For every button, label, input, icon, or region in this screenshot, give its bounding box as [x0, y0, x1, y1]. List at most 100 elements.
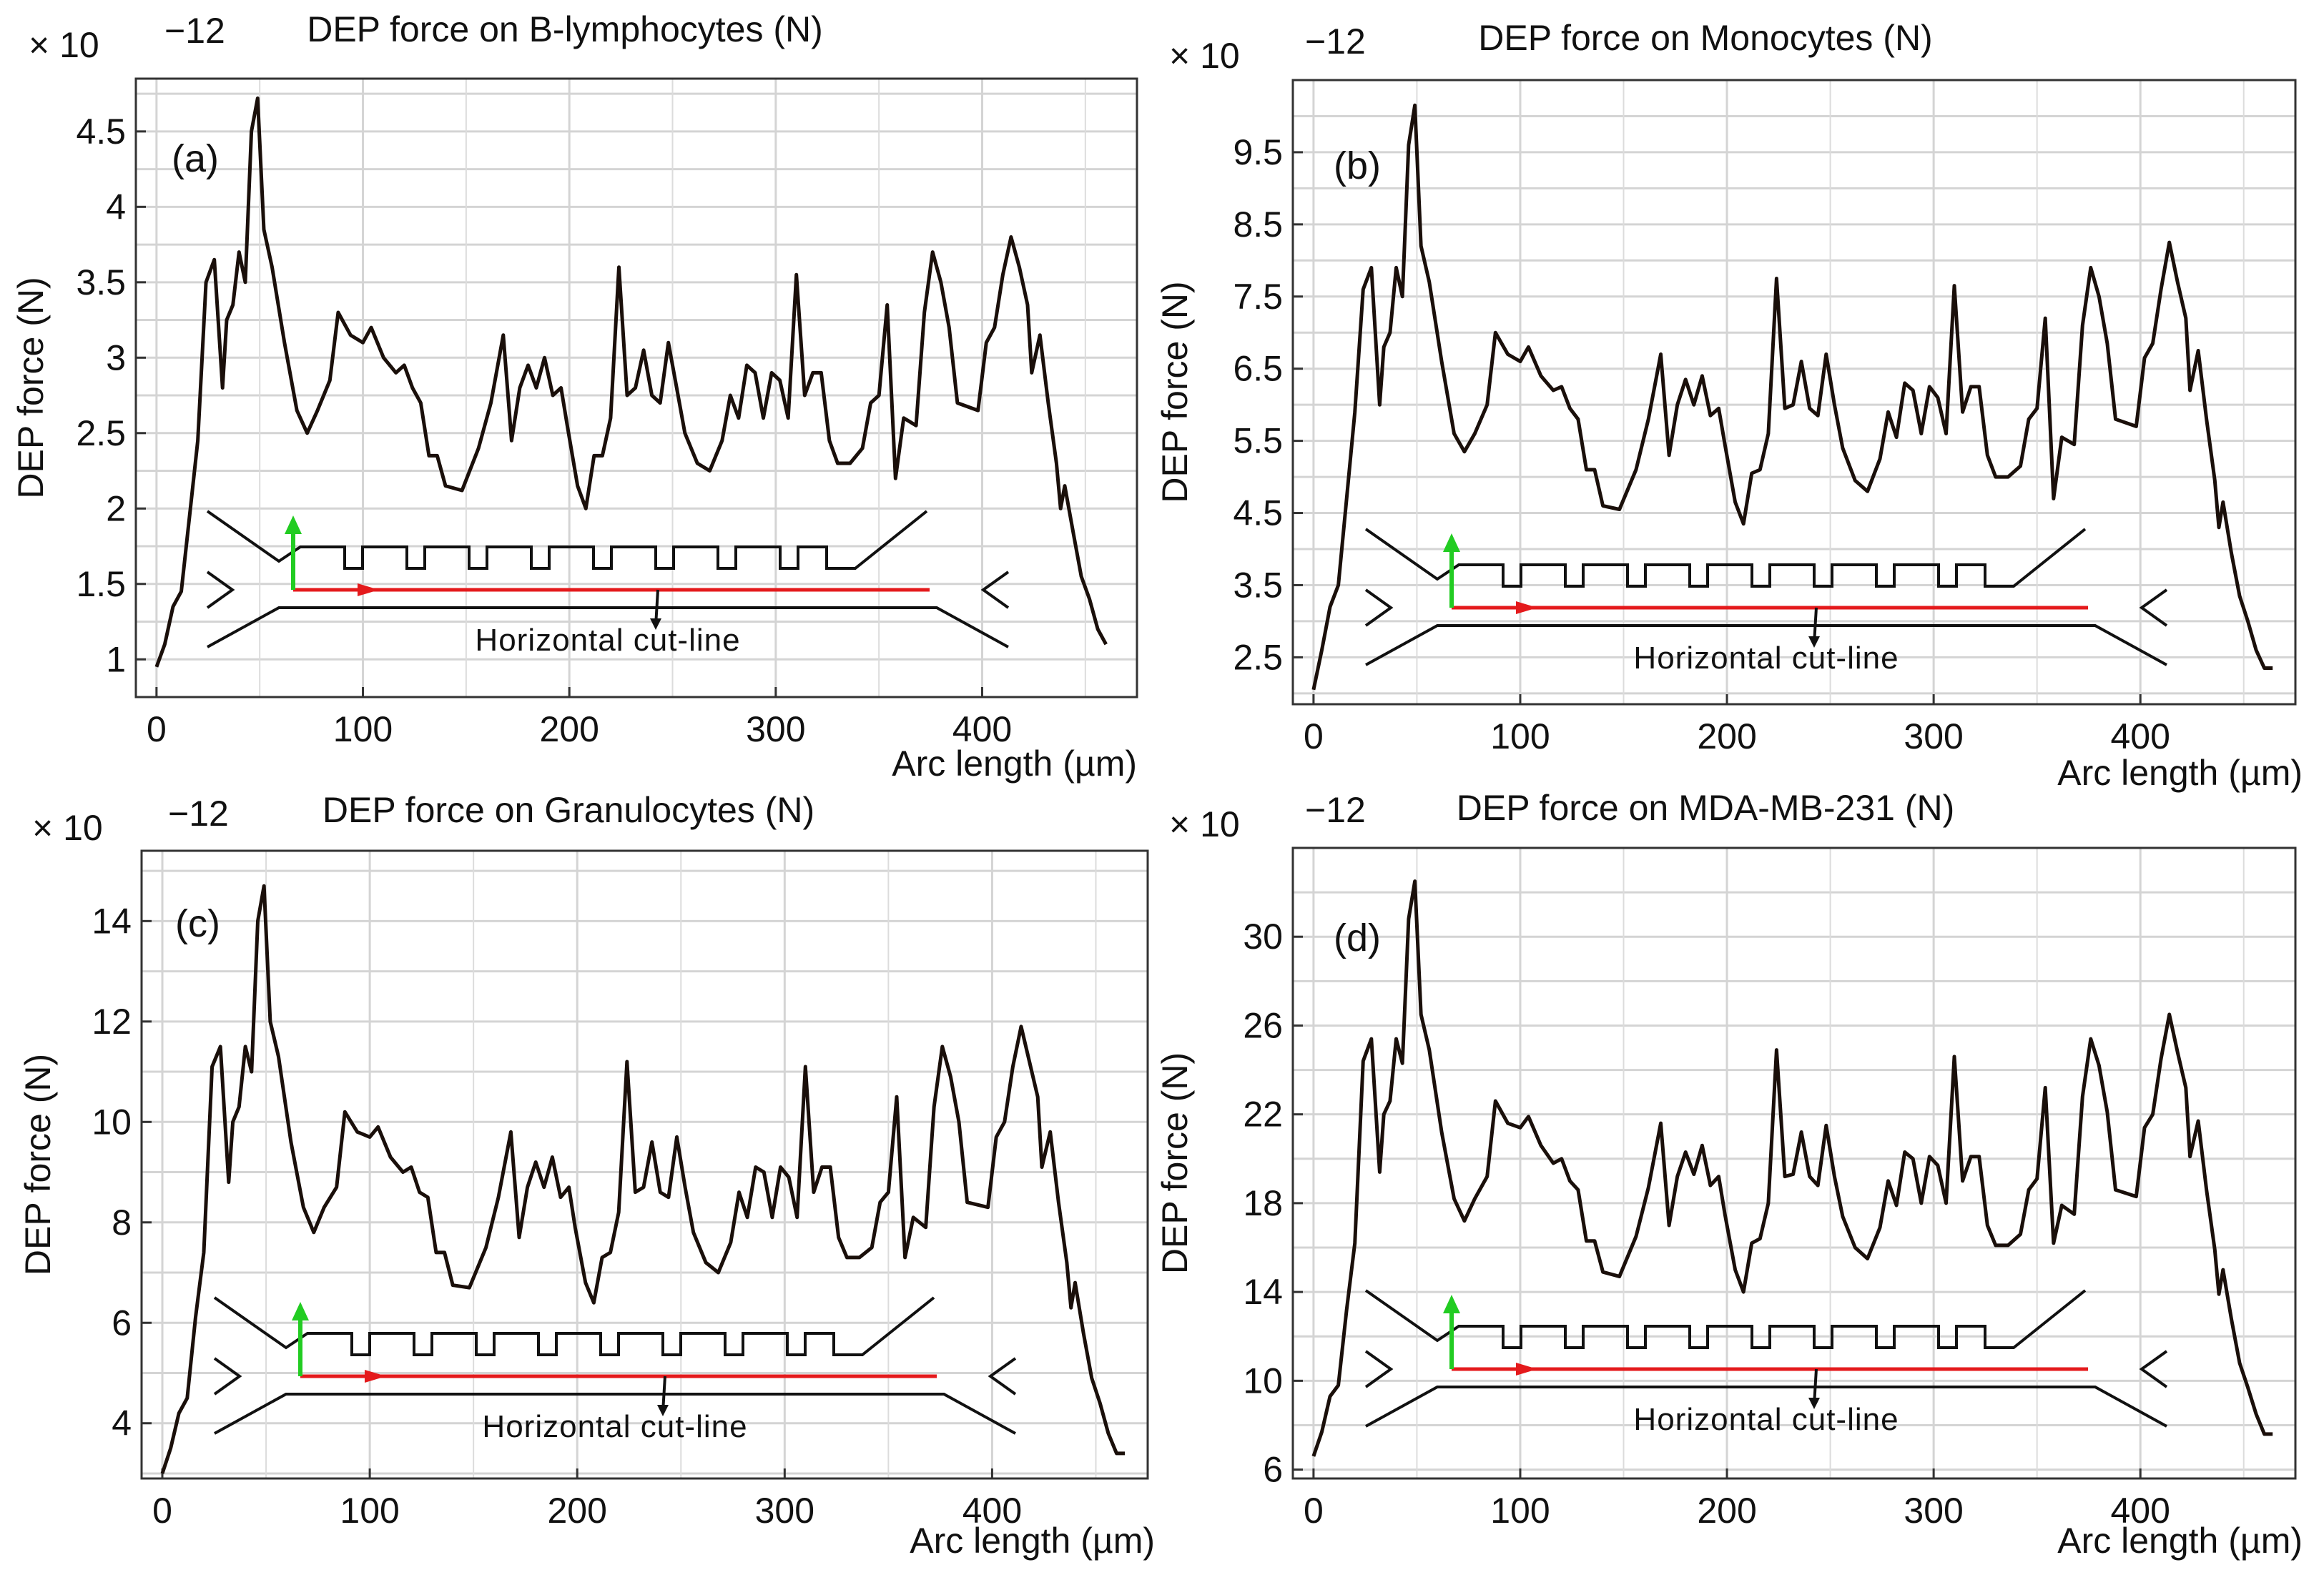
- inlet-chevron: [213, 1357, 242, 1396]
- outlet-chevron: [2139, 588, 2168, 627]
- x-tick-label: 300: [1904, 716, 1963, 756]
- y-axis-label-b: DEP force (N): [1155, 281, 1195, 503]
- x-tick-label: 300: [1904, 1491, 1963, 1531]
- chart-title-d: DEP force on MDA-MB-231 (N): [1457, 788, 1954, 828]
- y-tick-label: 4: [112, 1403, 132, 1443]
- y-tick-label: 7.5: [1233, 277, 1283, 317]
- multiplier-exponent-c: −12: [168, 794, 229, 834]
- cut-line-arrowhead: [358, 583, 379, 596]
- pointer-arrowhead: [657, 1405, 669, 1416]
- cut-line-label: Horizontal cut-line: [1633, 1402, 1899, 1437]
- outlet-chevron: [988, 1357, 1017, 1396]
- channel-bottom-wall: [207, 606, 1009, 648]
- electrode-top: [206, 510, 928, 570]
- x-tick-label: 0: [152, 1491, 172, 1531]
- outlet-chevron: [980, 571, 1010, 609]
- vertical-axis-arrowhead: [285, 515, 302, 534]
- y-tick-label: 3.5: [1233, 565, 1283, 605]
- inlet-chevron: [1364, 1350, 1394, 1388]
- series-line-c: [160, 884, 1126, 1474]
- vertical-axis-arrowhead: [1443, 1295, 1460, 1313]
- pointer-arrowhead: [1808, 1398, 1820, 1409]
- plot-frame-a: [134, 77, 1138, 698]
- x-axis-label-c: Arc length (µm): [910, 1521, 1155, 1561]
- cut-line-arrowhead: [365, 1370, 386, 1383]
- panel-label-b: (b): [1334, 144, 1381, 187]
- cut-line-label: Horizontal cut-line: [475, 623, 740, 658]
- x-tick-label: 100: [1490, 1491, 1550, 1531]
- x-tick-label: 200: [539, 709, 599, 749]
- chart-title-b: DEP force on Monocytes (N): [1478, 18, 1932, 58]
- x-axis-label-a: Arc length (µm): [892, 744, 1137, 784]
- grid-b: [1293, 80, 2295, 704]
- panel-c: 4 6 8 10 12 14 0 100 200 300 400 DEP force on Granu…: [18, 790, 1155, 1561]
- multiplier-exponent-d: −12: [1305, 790, 1366, 830]
- channel-bottom-wall: [214, 1393, 1016, 1435]
- panel-label-c: (c): [175, 902, 220, 945]
- panel-a: 1 1.5 2 2.5 3 3.5 4 4.5 0 100 200 300 400 DEP force o…: [11, 9, 1138, 784]
- panel-label-d: (d): [1334, 917, 1381, 959]
- multiplier-d: × 10: [1169, 804, 1240, 844]
- vertical-axis-arrowhead: [1443, 533, 1460, 552]
- electrode-top: [1364, 528, 2087, 588]
- y-tick-label: 6: [112, 1303, 132, 1343]
- y-tick-label: 4.5: [76, 112, 126, 152]
- x-tick-label: 200: [547, 1491, 606, 1531]
- electrode-top: [1364, 1289, 2087, 1349]
- y-tick-label: 3.5: [76, 262, 126, 302]
- outlet-chevron: [2139, 1350, 2168, 1388]
- channel-schematic-c: Horizontal cut-line: [213, 1296, 1017, 1444]
- y-tick-label: 14: [1243, 1272, 1283, 1312]
- channel-bottom-wall: [1365, 624, 2167, 666]
- y-axis-label-a: DEP force (N): [11, 277, 51, 498]
- chart-title-c: DEP force on Granulocytes (N): [322, 790, 814, 830]
- y-tick-label: 6: [1263, 1450, 1283, 1490]
- channel-schematic-a: Horizontal cut-line: [206, 510, 1010, 658]
- multiplier-exponent-a: −12: [164, 11, 225, 51]
- y-tick-label: 4.5: [1233, 493, 1283, 533]
- multiplier-b: × 10: [1169, 36, 1240, 76]
- y-tick-label: 2: [106, 488, 126, 528]
- multiplier-c: × 10: [32, 808, 103, 848]
- grid-c: [142, 851, 1148, 1478]
- series-line-a: [154, 96, 1108, 668]
- plot-frame-b: [1291, 79, 2297, 706]
- cut-line-label: Horizontal cut-line: [482, 1409, 747, 1444]
- y-tick-label: 22: [1243, 1095, 1283, 1135]
- x-axis-label-d: Arc length (µm): [2057, 1521, 2303, 1561]
- y-tick-label: 4: [106, 187, 126, 227]
- y-tick-label: 10: [92, 1102, 132, 1142]
- y-axis-label-c: DEP force (N): [18, 1054, 58, 1275]
- y-tick-label: 2.5: [76, 413, 126, 453]
- x-tick-label: 0: [147, 709, 167, 749]
- channel-bottom-wall: [1365, 1386, 2167, 1428]
- grid-a: [136, 79, 1137, 697]
- y-tick-label: 18: [1243, 1183, 1283, 1223]
- y-tick-label: 5.5: [1233, 421, 1283, 461]
- y-tick-label: 26: [1243, 1005, 1283, 1045]
- x-tick-label: 0: [1304, 716, 1324, 756]
- electrode-top: [213, 1296, 935, 1356]
- x-tick-label: 100: [333, 709, 393, 749]
- panel-b: 2.5 3.5 4.5 5.5 6.5 7.5 8.5 9.5 0 100 200 300 400 DEP…: [1155, 18, 2303, 793]
- y-tick-label: 3: [106, 337, 126, 377]
- y-tick-label: 2.5: [1233, 637, 1283, 677]
- x-tick-label: 0: [1304, 1491, 1324, 1531]
- inlet-chevron: [206, 571, 235, 609]
- x-tick-label: 300: [755, 1491, 814, 1531]
- cut-line-arrowhead: [1516, 1363, 1537, 1376]
- x-tick-label: 100: [340, 1491, 399, 1531]
- y-tick-label: 1.5: [76, 564, 126, 604]
- x-tick-label: 200: [1697, 716, 1756, 756]
- plot-frame-c: [140, 849, 1149, 1480]
- multiplier-exponent-b: −12: [1305, 21, 1366, 61]
- y-tick-label: 30: [1243, 917, 1283, 957]
- x-tick-label: 100: [1490, 716, 1550, 756]
- inlet-chevron: [1364, 588, 1394, 627]
- x-tick-label: 400: [952, 709, 1012, 749]
- cut-line-arrowhead: [1516, 601, 1537, 614]
- multiplier-a: × 10: [29, 25, 99, 65]
- x-tick-label: 400: [2110, 716, 2170, 756]
